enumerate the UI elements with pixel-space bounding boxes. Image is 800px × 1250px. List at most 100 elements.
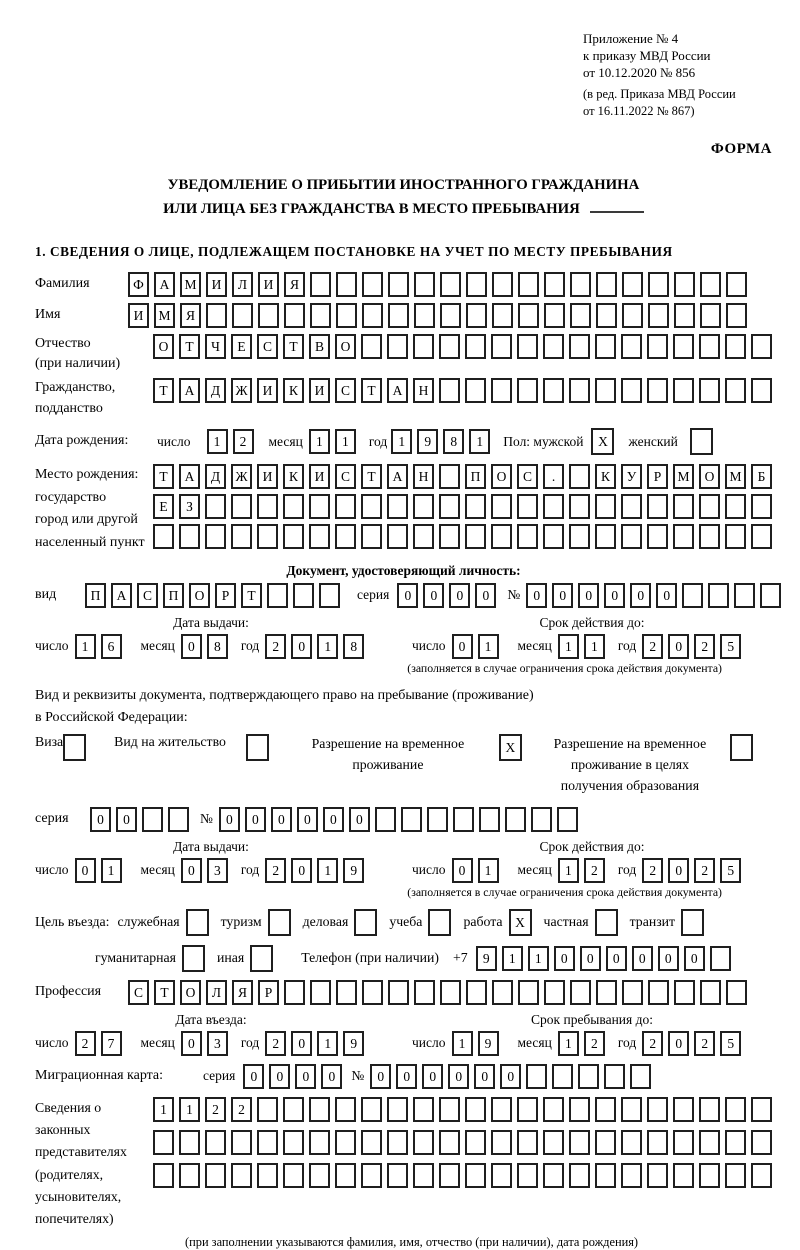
char-box[interactable]: 1 <box>501 945 523 971</box>
char-box[interactable]: Т <box>179 333 200 359</box>
char-box[interactable] <box>387 1096 408 1122</box>
char-box[interactable]: 0 <box>605 945 627 971</box>
char-box[interactable] <box>283 1162 304 1188</box>
char-box[interactable]: 1 <box>334 429 356 454</box>
char-box[interactable]: 0 <box>657 945 679 971</box>
char-box[interactable]: 0 <box>422 1063 444 1089</box>
char-box[interactable]: 9 <box>475 945 497 971</box>
char-box[interactable] <box>465 1096 486 1122</box>
char-box[interactable]: Я <box>284 271 305 297</box>
purpose-study-checkbox[interactable] <box>428 908 452 936</box>
char-box[interactable]: Т <box>154 979 175 1005</box>
char-box[interactable] <box>361 524 382 549</box>
char-box[interactable] <box>674 302 695 328</box>
char-box[interactable]: А <box>387 464 408 489</box>
char-box[interactable]: 0 <box>630 582 652 608</box>
char-box[interactable] <box>682 582 704 608</box>
char-box[interactable] <box>569 524 590 549</box>
char-box[interactable] <box>283 524 304 549</box>
char-box[interactable] <box>185 908 209 936</box>
char-box[interactable]: 0 <box>578 582 600 608</box>
char-box[interactable] <box>267 908 291 936</box>
char-box[interactable]: 1 <box>308 429 330 454</box>
char-box[interactable] <box>439 333 460 359</box>
char-box[interactable]: С <box>257 333 278 359</box>
char-box[interactable] <box>179 524 200 549</box>
char-box[interactable] <box>335 524 356 549</box>
char-box[interactable]: 0 <box>295 1063 317 1089</box>
char-box[interactable] <box>168 806 189 832</box>
char-box[interactable] <box>361 1162 382 1188</box>
char-box[interactable]: А <box>179 378 200 404</box>
purpose-transit-checkbox[interactable] <box>681 908 705 936</box>
char-box[interactable] <box>465 333 486 359</box>
char-box[interactable] <box>491 1162 512 1188</box>
char-box[interactable]: 0 <box>321 1063 343 1089</box>
residence-permit-checkbox[interactable] <box>245 734 269 762</box>
char-box[interactable]: 2 <box>74 1030 96 1056</box>
char-box[interactable]: 0 <box>291 1030 313 1056</box>
char-box[interactable] <box>517 1162 538 1188</box>
char-box[interactable] <box>257 1096 278 1122</box>
char-box[interactable]: 0 <box>474 1063 496 1089</box>
char-box[interactable]: 1 <box>557 1030 579 1056</box>
char-box[interactable] <box>245 734 269 762</box>
char-box[interactable] <box>439 494 460 519</box>
char-box[interactable]: П <box>465 464 486 489</box>
char-box[interactable] <box>699 378 720 404</box>
char-box[interactable]: 8 <box>443 429 465 454</box>
char-box[interactable]: 5 <box>720 857 742 883</box>
char-box[interactable] <box>465 494 486 519</box>
char-box[interactable]: 0 <box>553 945 575 971</box>
char-box[interactable]: С <box>335 464 356 489</box>
purpose-tourism-checkbox[interactable] <box>267 908 291 936</box>
char-box[interactable] <box>439 1096 460 1122</box>
char-box[interactable] <box>153 1129 174 1155</box>
char-box[interactable]: 1 <box>391 429 413 454</box>
char-box[interactable]: 2 <box>642 633 664 659</box>
char-box[interactable] <box>335 494 356 519</box>
char-box[interactable] <box>231 1162 252 1188</box>
char-box[interactable] <box>569 378 590 404</box>
char-box[interactable]: 0 <box>631 945 653 971</box>
char-box[interactable]: М <box>154 302 175 328</box>
char-box[interactable]: 3 <box>206 1030 228 1056</box>
char-box[interactable] <box>428 908 452 936</box>
char-box[interactable]: 1 <box>477 857 499 883</box>
char-box[interactable]: К <box>595 464 616 489</box>
char-box[interactable]: О <box>699 464 720 489</box>
char-box[interactable]: О <box>180 979 201 1005</box>
char-box[interactable]: Н <box>413 464 434 489</box>
char-box[interactable]: 0 <box>526 582 548 608</box>
char-box[interactable] <box>426 806 448 832</box>
char-box[interactable]: 2 <box>265 1030 287 1056</box>
char-box[interactable] <box>673 494 694 519</box>
char-box[interactable] <box>621 333 642 359</box>
char-box[interactable] <box>517 1129 538 1155</box>
char-box[interactable] <box>231 1129 252 1155</box>
char-box[interactable] <box>257 1129 278 1155</box>
char-box[interactable]: 1 <box>317 1030 339 1056</box>
char-box[interactable] <box>530 806 552 832</box>
char-box[interactable] <box>400 806 422 832</box>
char-box[interactable]: С <box>137 582 158 608</box>
char-box[interactable] <box>594 908 618 936</box>
char-box[interactable]: 0 <box>668 857 690 883</box>
char-box[interactable]: М <box>673 464 694 489</box>
char-box[interactable] <box>309 1096 330 1122</box>
char-box[interactable]: Т <box>361 464 382 489</box>
char-box[interactable] <box>232 302 253 328</box>
char-box[interactable] <box>465 1162 486 1188</box>
char-box[interactable]: 2 <box>694 1030 716 1056</box>
purpose-official-checkbox[interactable] <box>185 908 209 936</box>
sex-male-checkbox[interactable]: X <box>591 428 615 455</box>
char-box[interactable]: 1 <box>317 857 339 883</box>
char-box[interactable]: О <box>153 333 174 359</box>
char-box[interactable] <box>595 1162 616 1188</box>
char-box[interactable] <box>725 1162 746 1188</box>
char-box[interactable] <box>354 908 378 936</box>
char-box[interactable]: 1 <box>557 857 579 883</box>
char-box[interactable] <box>604 1063 626 1089</box>
char-box[interactable]: С <box>335 378 356 404</box>
char-box[interactable] <box>153 1162 174 1188</box>
